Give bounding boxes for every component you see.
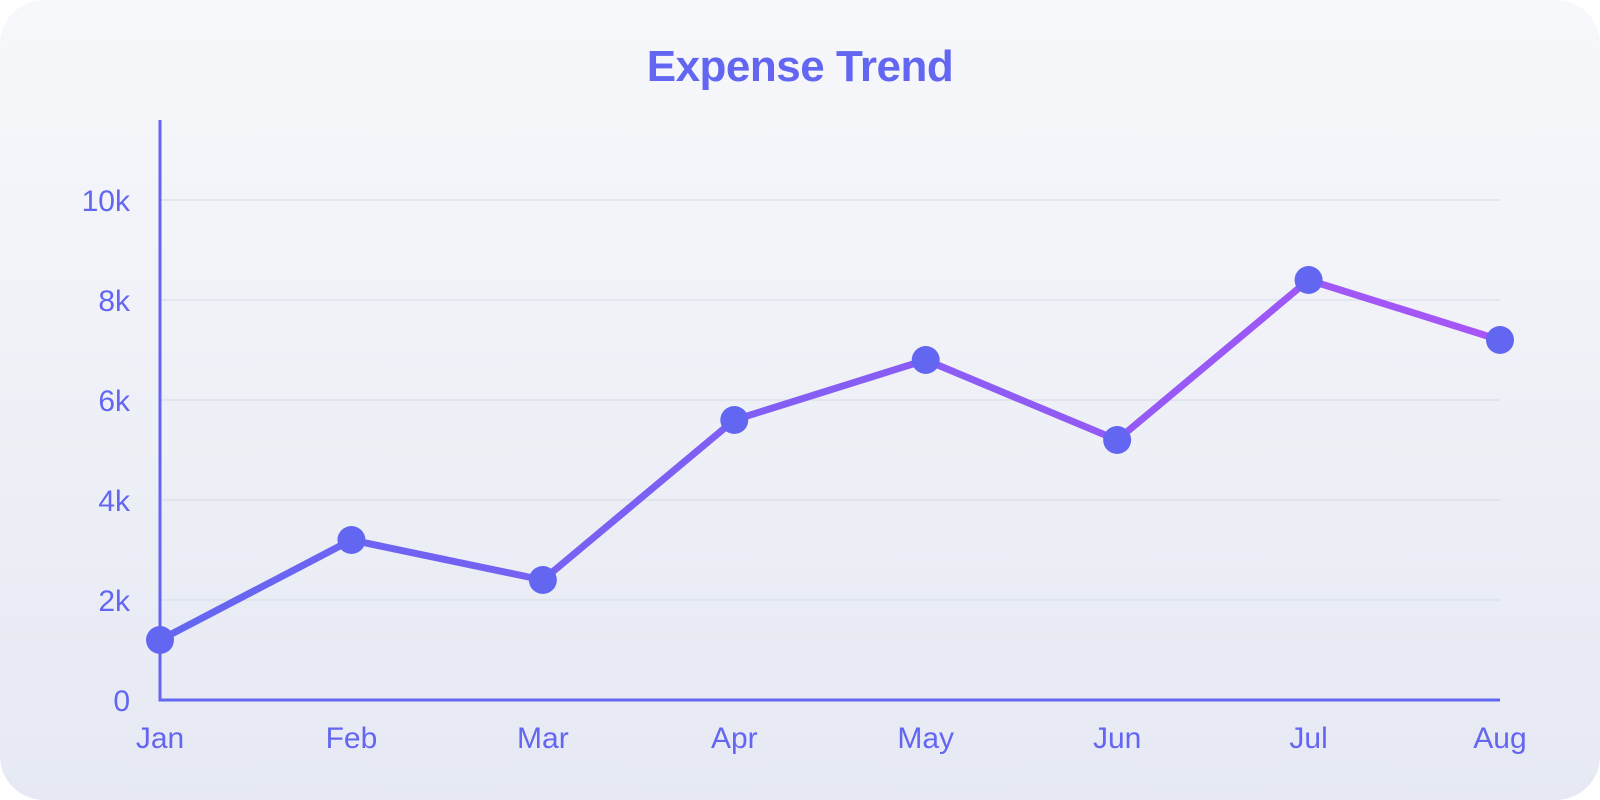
gridlines [160,199,1500,601]
chart-title: Expense Trend [646,42,954,91]
series [156,276,1504,644]
axes [158,120,1500,702]
y-tick-label: 2k [98,585,131,618]
data-point[interactable] [528,566,557,594]
data-point[interactable] [1103,426,1132,454]
data-point[interactable] [720,406,749,434]
x-tick-label: Jan [136,722,184,755]
y-tick-label: 4k [98,485,131,518]
data-points [146,266,1514,654]
x-tick-label: Apr [711,722,758,755]
x-tick-label: May [897,722,954,755]
y-tick-label: 8k [98,285,131,318]
x-tick-label: Feb [326,722,378,755]
series-line [156,276,1504,644]
x-tick-label: Jul [1289,722,1327,755]
y-tick-label: 0 [113,685,130,718]
y-tick-label: 10k [82,185,131,218]
data-point[interactable] [146,626,174,654]
y-tick-labels: 0 2k 4k 6k 8k 10k [82,185,131,718]
data-point[interactable] [1294,266,1323,294]
x-tick-label: Aug [1473,722,1526,755]
x-tick-label: Mar [517,722,569,755]
data-point[interactable] [911,346,940,374]
x-tick-label: Jun [1093,722,1141,755]
data-point[interactable] [1486,326,1514,354]
data-point[interactable] [337,526,366,554]
y-tick-label: 6k [98,385,131,418]
x-tick-labels: Jan Feb Mar Apr May Jun Jul Aug [136,722,1527,755]
